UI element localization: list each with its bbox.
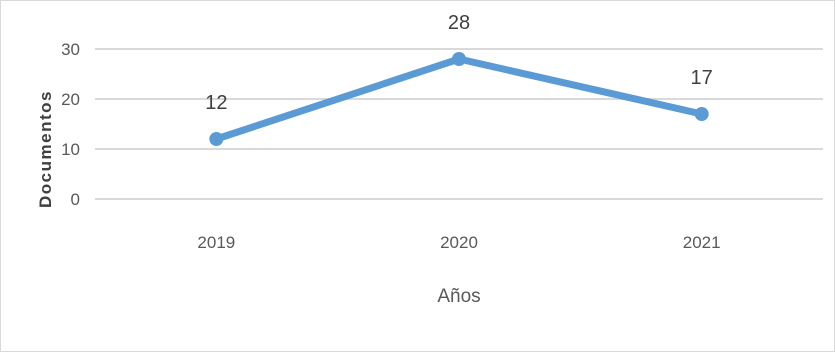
y-tick-label: 0 [71, 190, 80, 209]
x-axis-title: Años [437, 286, 480, 307]
y-axis-title: Documentos [36, 90, 55, 208]
data-point [452, 52, 466, 66]
data-point [209, 132, 224, 146]
y-tick-label: 20 [61, 90, 80, 109]
data-labels: 12 28 17 [205, 12, 713, 114]
y-axis-ticks: 0 10 20 30 [61, 40, 80, 209]
x-tick-label: 2020 [440, 233, 478, 252]
y-tick-label: 10 [61, 140, 80, 159]
data-point [694, 107, 709, 121]
gridlines [95, 48, 823, 200]
series-layer [209, 52, 709, 146]
x-tick-label: 2021 [683, 233, 721, 252]
data-label: 28 [448, 12, 470, 34]
x-tick-label: 2019 [197, 233, 235, 252]
data-label: 17 [691, 67, 713, 89]
x-axis-ticks: 2019 2020 2021 [197, 233, 720, 252]
data-label: 12 [205, 92, 227, 114]
y-tick-label: 30 [61, 40, 80, 59]
